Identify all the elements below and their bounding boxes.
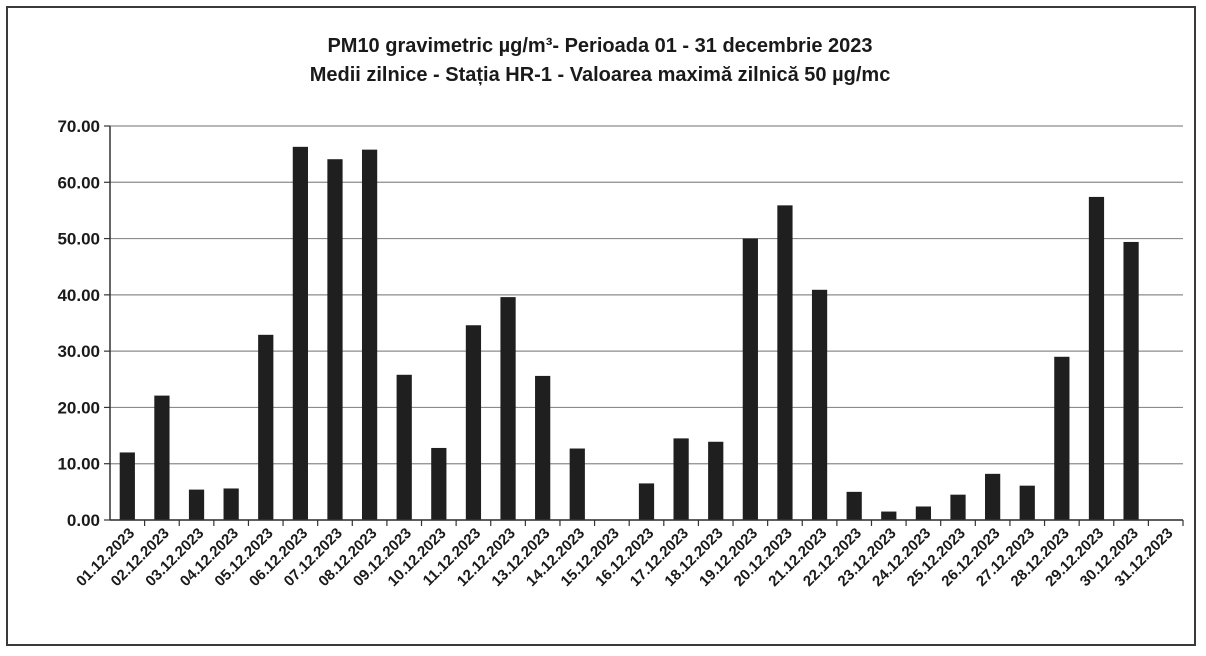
bar-13.12.2023 bbox=[535, 375, 551, 520]
y-tick-label: 10.00 bbox=[57, 455, 100, 474]
y-axis-ticks: 0.00 10.00 20.00 30.00 40.00 50.00 60.00 70.00 bbox=[57, 117, 110, 530]
bar-12.12.2023 bbox=[500, 297, 516, 520]
gridlines bbox=[110, 125, 1183, 521]
bars bbox=[119, 146, 1139, 521]
bar-03.12.2023 bbox=[188, 489, 205, 520]
bar-30.12.2023 bbox=[1123, 241, 1139, 520]
chart-frame: PM10 gravimetric µg/m³- Perioada 01 - 31… bbox=[6, 6, 1196, 646]
bar-02.12.2023 bbox=[154, 395, 170, 520]
bar-05.12.2023 bbox=[258, 334, 274, 520]
y-tick-label: 20.00 bbox=[57, 398, 100, 417]
bar-25.12.2023 bbox=[950, 494, 966, 520]
bar-04.12.2023 bbox=[223, 488, 239, 520]
bar-19.12.2023 bbox=[742, 238, 758, 521]
bar-29.12.2023 bbox=[1088, 196, 1105, 521]
y-tick-label: 50.00 bbox=[57, 230, 100, 249]
bar-09.12.2023 bbox=[396, 374, 412, 520]
bar-26.12.2023 bbox=[985, 473, 1001, 520]
bar-20.12.2023 bbox=[777, 205, 793, 520]
x-axis-labels: 01.12.202302.12.202303.12.202304.12.2023… bbox=[73, 520, 1184, 590]
bar-18.12.2023 bbox=[708, 441, 724, 520]
chart-title: PM10 gravimetric µg/m³- Perioada 01 - 31… bbox=[327, 35, 872, 57]
bar-11.12.2023 bbox=[465, 325, 482, 520]
y-tick-label: 70.00 bbox=[57, 117, 100, 136]
bar-21.12.2023 bbox=[811, 289, 828, 520]
bar-22.12.2023 bbox=[846, 491, 862, 520]
bar-17.12.2023 bbox=[673, 438, 689, 520]
y-tick-label: 30.00 bbox=[57, 342, 100, 361]
chart-svg: PM10 gravimetric µg/m³- Perioada 01 - 31… bbox=[57, 35, 1184, 590]
y-tick-label: 40.00 bbox=[57, 286, 100, 305]
bar-14.12.2023 bbox=[569, 448, 585, 520]
bar-24.12.2023 bbox=[915, 506, 932, 520]
y-tick-label: 0.00 bbox=[67, 511, 100, 530]
y-tick-label: 60.00 bbox=[57, 173, 100, 192]
bar-16.12.2023 bbox=[638, 483, 655, 520]
bar-08.12.2023 bbox=[361, 149, 378, 520]
bar-27.12.2023 bbox=[1019, 485, 1035, 520]
bar-06.12.2023 bbox=[292, 146, 308, 520]
bar-28.12.2023 bbox=[1054, 356, 1070, 520]
bar-07.12.2023 bbox=[327, 159, 343, 521]
bar-01.12.2023 bbox=[119, 452, 135, 520]
bar-10.12.2023 bbox=[431, 447, 447, 520]
bar-23.12.2023 bbox=[881, 511, 897, 520]
chart-subtitle: Medii zilnice - Stația HR-1 - Valoarea m… bbox=[310, 64, 891, 86]
